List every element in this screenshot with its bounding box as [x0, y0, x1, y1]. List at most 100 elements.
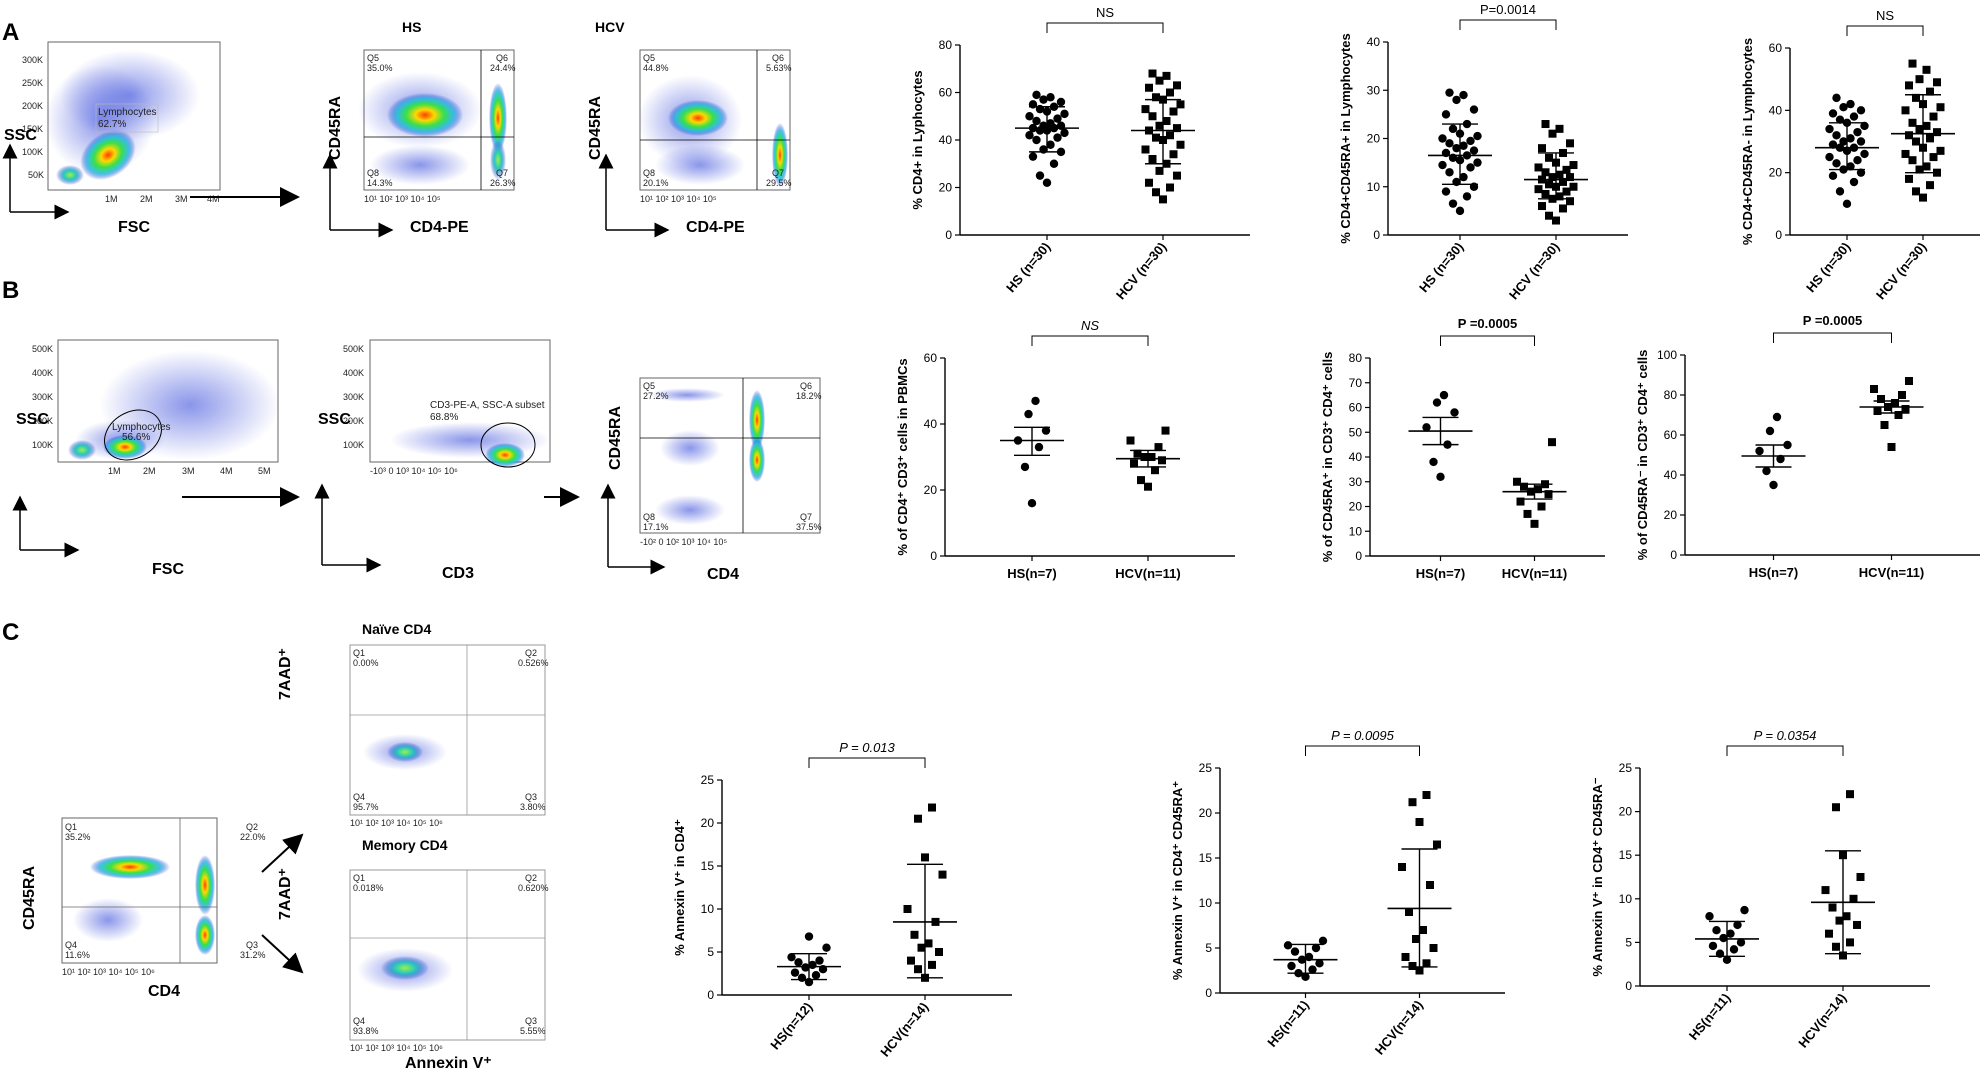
x-category-label: HCV(n=11): [1502, 566, 1567, 581]
data-point: [1450, 408, 1459, 417]
data-point: [1161, 426, 1170, 435]
data-point: [1422, 423, 1431, 432]
flow-plot-c-main: Q1 35.2% Q2 22.0% Q4 11.6% Q3 31.2% 10¹ …: [21, 817, 266, 1000]
data-point: [1148, 69, 1157, 78]
a-hcv-xaxis: CD4-PE: [686, 219, 745, 236]
data-point: [1408, 798, 1417, 807]
y-tick-label: 25: [701, 773, 715, 787]
data-point: [1901, 405, 1910, 413]
data-point: [1905, 377, 1913, 385]
data-point: [1152, 93, 1160, 102]
y-tick-label: 20: [1349, 500, 1363, 514]
b-cd3-gate-pct: 68.8%: [430, 412, 458, 423]
data-point: [935, 948, 943, 956]
data-point: [1438, 134, 1447, 143]
dot-plot-b2: 0 10 20 30 40 50 60 70 80 % of CD45RA⁺ in CD3⁺ CD…: [1320, 316, 1605, 581]
flow-plot-b-cd3: CD3-PE-A, SSC-A subset 68.8% 500K 400K 3…: [314, 339, 551, 582]
y-axis-label: % CD4+CD45RA+ in Lymphocytes: [1338, 33, 1353, 243]
quadrant-label: Q1: [353, 648, 365, 658]
y-tick-label: 40: [1367, 35, 1381, 49]
data-point: [1846, 162, 1855, 171]
p-value-label: NS: [1096, 5, 1114, 20]
data-point: [1545, 153, 1553, 162]
significance-bracket: [1846, 25, 1924, 36]
data-point: [1538, 144, 1546, 153]
b-ytick: 500K: [32, 344, 53, 354]
y-tick-label: 20: [1769, 166, 1783, 180]
data-point: [1032, 116, 1041, 126]
data-point: [1846, 99, 1855, 109]
p-value-label: P = 0.0095: [1331, 728, 1395, 743]
p-value-label: P = 0.013: [839, 740, 895, 755]
data-point: [811, 971, 821, 980]
arrow-c-memory: [261, 934, 304, 974]
data-point: [1569, 161, 1578, 170]
data-point: [1832, 93, 1841, 103]
data-point: [1712, 925, 1721, 935]
data-point: [910, 930, 919, 939]
y-tick-label: 20: [1199, 806, 1213, 820]
quadrant-label: Q4: [353, 1016, 365, 1026]
y-tick-label: 25: [1199, 761, 1213, 775]
dot-plots-group: 0 20 40 60 80 % CD4+ in Lyphocytes HS (n=30) HC…: [672, 2, 1980, 1060]
data-point: [1566, 139, 1574, 148]
data-point: [1060, 128, 1069, 138]
panel-label-c: C: [2, 619, 19, 646]
quadrant-label: Q6: [772, 53, 784, 63]
quadrant-label: Q8: [367, 168, 379, 178]
y-tick-label: 10: [1349, 524, 1363, 538]
c-main-yaxis: CD45RA: [21, 866, 38, 930]
y-tick-label: 60: [1349, 401, 1363, 415]
quadrant-pct: 20.1%: [643, 178, 669, 188]
flow-plot-a-hcv: HCV Q5 44.8% Q6 5.63% Q8 20.1% Q7 29.5% …: [587, 19, 792, 238]
y-tick-label: 50: [1349, 425, 1363, 439]
data-point: [1151, 466, 1159, 475]
y-tick-label: 60: [939, 86, 953, 100]
b-ytick: 100K: [32, 440, 53, 450]
a-hcv-title: HCV: [595, 19, 625, 35]
data-point: [1301, 972, 1310, 981]
data-point: [1441, 110, 1451, 119]
data-point: [1166, 131, 1174, 140]
data-point: [1034, 442, 1044, 452]
quadrant-pct: 11.6%: [65, 950, 90, 960]
data-point: [1046, 119, 1055, 128]
data-point: [1534, 185, 1543, 194]
significance-bracket: [1459, 19, 1557, 30]
data-point: [1032, 90, 1041, 100]
data-point: [1835, 115, 1845, 124]
data-point: [1053, 114, 1062, 123]
b-cd4-xaxis: CD4: [707, 566, 739, 583]
data-point: [1035, 171, 1045, 180]
data-point: [1912, 137, 1920, 146]
data-point: [794, 958, 803, 967]
y-axis-label: % Annexin V⁺ in CD4⁺: [672, 819, 687, 956]
flow-plot-c-naive: Naïve CD4 Q1 0.00% Q2 0.526% Q4 95.7% Q3…: [277, 621, 549, 828]
data-point: [1853, 920, 1861, 929]
b-cd3-xaxis: CD3: [442, 565, 474, 582]
data-point: [1769, 480, 1778, 490]
a-xtick: 3M: [175, 194, 188, 204]
flow-plot-c-memory: Memory CD4 Q1 0.018% Q2 0.620% Q4 93.8% …: [277, 837, 549, 1072]
data-point: [1545, 211, 1553, 220]
quadrant-pct: 93.8%: [353, 1026, 379, 1036]
data-point: [1173, 81, 1181, 90]
quadrant-label: Q2: [525, 648, 537, 658]
data-point: [1873, 407, 1882, 415]
data-point: [1452, 95, 1461, 105]
svg-text:-10² 0 10² 10³ 10⁴ 10⁵: -10² 0 10² 10³ 10⁴ 10⁵: [640, 537, 727, 547]
data-point: [1283, 941, 1293, 950]
data-point: [1856, 137, 1866, 146]
data-point: [1922, 65, 1931, 74]
quadrant-label: Q5: [643, 53, 655, 63]
data-point: [1933, 128, 1941, 137]
quadrant-label: Q8: [643, 168, 655, 178]
data-point: [790, 968, 800, 977]
data-point: [1408, 962, 1417, 970]
svg-text:10¹ 10² 10³ 10⁴ 10⁵: 10¹ 10² 10³ 10⁴ 10⁵: [364, 194, 441, 204]
y-tick-label: 0: [945, 228, 952, 242]
data-point: [938, 870, 947, 879]
data-point: [1448, 199, 1458, 208]
data-point: [1176, 100, 1185, 109]
data-point: [1439, 390, 1449, 400]
